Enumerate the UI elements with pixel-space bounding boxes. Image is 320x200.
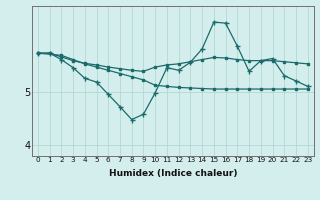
X-axis label: Humidex (Indice chaleur): Humidex (Indice chaleur) <box>108 169 237 178</box>
